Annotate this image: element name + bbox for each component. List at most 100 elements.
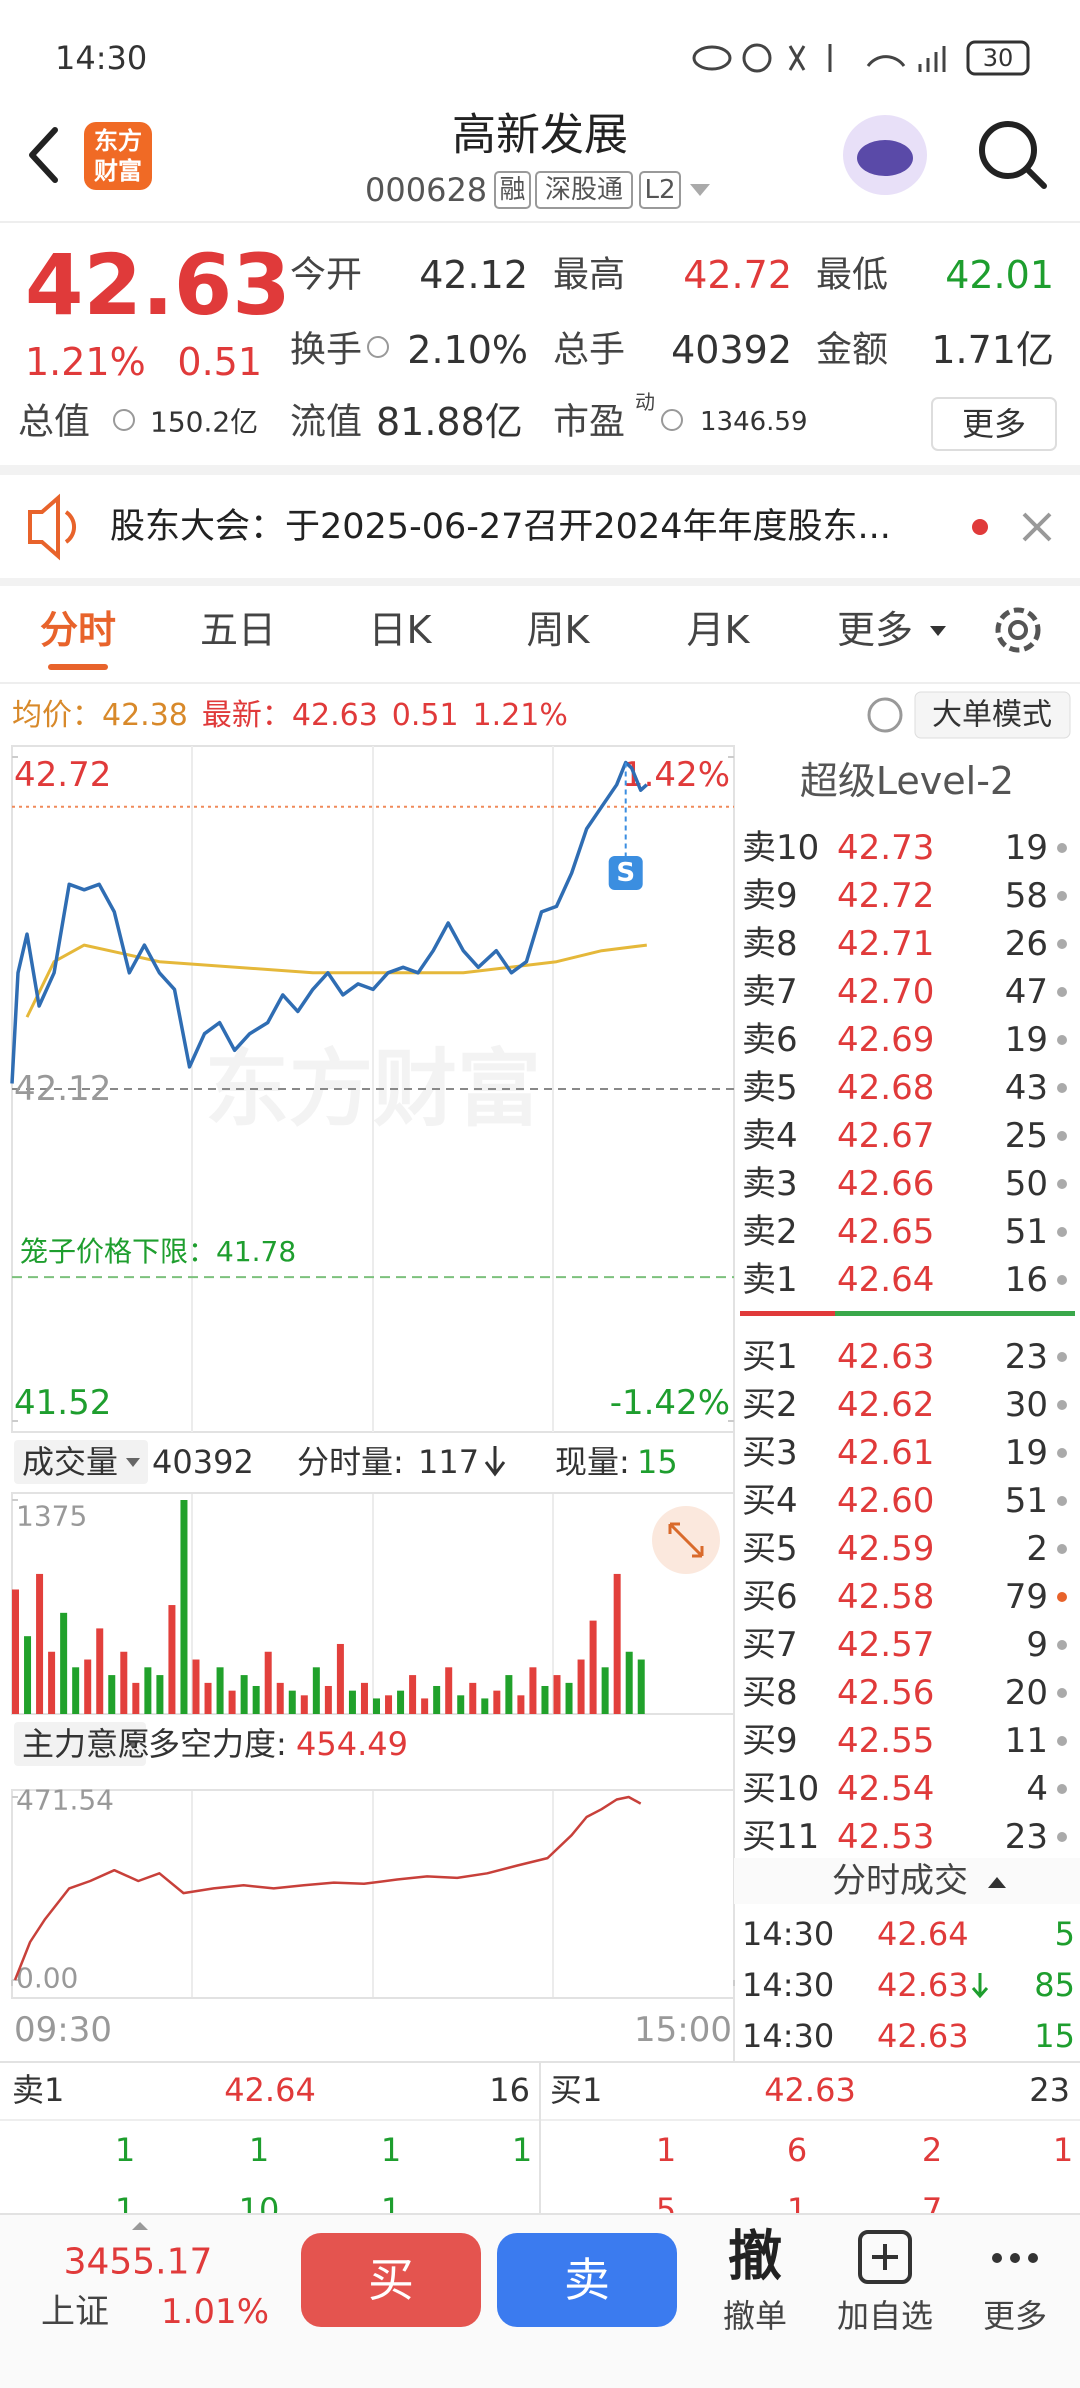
book-label: 买5 (742, 1529, 798, 1569)
cancel-icon: 撤 (728, 2225, 782, 2288)
volume-selector[interactable] (14, 1440, 148, 1484)
book-volume: 25 (1005, 1116, 1048, 1156)
book-dot (1057, 939, 1067, 949)
field-value: 40392 (671, 328, 792, 372)
volume-bar (324, 1685, 332, 1714)
tag: 融 (499, 175, 525, 205)
info-icon (661, 409, 683, 431)
more-icon[interactable] (992, 2253, 1038, 2263)
limit-value: 41.78 (216, 1235, 296, 1268)
watermark: 东方财富 (205, 1040, 541, 1138)
close-button[interactable] (1022, 512, 1052, 542)
expand-icon (668, 1522, 704, 1558)
dropdown-icon[interactable] (690, 184, 710, 196)
field-label: 市盈 (553, 402, 625, 443)
volume-bar (445, 1667, 453, 1714)
book-price: 42.73 (837, 828, 934, 868)
trades-title: 分时成交 (832, 1861, 968, 1901)
flow-selector[interactable] (14, 1722, 146, 1766)
book-price: 42.68 (837, 1068, 934, 1108)
dropdown-icon (930, 626, 946, 636)
book-dot (1057, 1592, 1067, 1602)
y2-tick-label: 1.42% (622, 755, 730, 795)
book-label: 卖1 (742, 1260, 798, 1300)
info-avg_label: 均价： (12, 698, 102, 733)
watch-icon[interactable] (858, 2230, 912, 2284)
book-label: 卖2 (742, 1212, 798, 1252)
book-price: 42.63 (837, 1337, 934, 1377)
field-label: 今开 (290, 255, 362, 296)
book-price: 42.55 (837, 1721, 934, 1761)
book-label: 买8 (742, 1673, 798, 1713)
divider (0, 465, 1080, 475)
book-price: 42.53 (837, 1817, 934, 1857)
book-volume: 30 (1005, 1385, 1048, 1425)
settings-button[interactable] (995, 607, 1041, 653)
search-handle (1024, 166, 1047, 189)
trade-volume: 5 (1055, 1915, 1075, 1953)
field-label: 最低 (816, 255, 888, 296)
volume-bar (360, 1682, 368, 1714)
more-button[interactable] (931, 397, 1057, 451)
field-label: 流值 (290, 402, 362, 443)
book-price: 42.66 (837, 1164, 934, 1204)
order-size: 6 (787, 2131, 807, 2169)
book-dot (1057, 1352, 1067, 1362)
help-icon[interactable] (867, 697, 903, 733)
change-percent: 1.21% (25, 340, 146, 384)
volume-bar (36, 1573, 44, 1714)
book-price: 42.59 (837, 1529, 934, 1569)
tab-underline (48, 664, 108, 670)
time-grid (191, 746, 554, 1998)
book-label: 买6 (742, 1577, 798, 1617)
book-volume: 43 (1005, 1068, 1048, 1108)
volume-bar (433, 1685, 441, 1714)
field-value: 150.2亿 (150, 406, 258, 439)
tab: 周K (527, 608, 591, 652)
dropdown-icon (126, 1458, 140, 1467)
depth-volume: 16 (489, 2071, 530, 2109)
field-sup: 动 (635, 390, 655, 414)
search-button[interactable] (979, 121, 1037, 179)
info-change_pct: 1.21% (473, 698, 568, 733)
book-price: 42.54 (837, 1769, 934, 1809)
volume-bar (613, 1573, 621, 1714)
back-button[interactable] (29, 127, 58, 183)
y2-tick-label: -1.42% (610, 1383, 730, 1423)
strength-value: 454.49 (296, 1725, 408, 1763)
field-label: 最高 (553, 255, 625, 296)
volume-bar (421, 1698, 429, 1714)
field-value: 42.12 (419, 253, 528, 297)
trade-volume: 85 (1034, 1966, 1075, 2004)
bid-bar (835, 1311, 1075, 1316)
x-tick-label: 15:00 (634, 2010, 732, 2050)
field-value: 1.71亿 (931, 328, 1054, 372)
book-volume: 16 (1005, 1260, 1048, 1300)
sell-button[interactable] (497, 2233, 677, 2327)
collapse-icon[interactable] (988, 1877, 1006, 1888)
tab: 五日 (200, 608, 276, 652)
volume-bar (577, 1659, 585, 1714)
book-price: 42.56 (837, 1673, 934, 1713)
book-dot (1057, 891, 1067, 901)
buy-button[interactable] (301, 2233, 481, 2327)
mode-button[interactable] (914, 691, 1071, 739)
volume-bar (625, 1651, 633, 1714)
order-size: 1 (249, 2131, 269, 2169)
settings-core (1008, 620, 1028, 640)
book-dot (1057, 1496, 1067, 1506)
trade-price: 42.64 (877, 1915, 969, 1953)
book-volume: 51 (1005, 1481, 1048, 1521)
book-volume: 47 (1005, 972, 1048, 1012)
buy-label: 买 (368, 2253, 414, 2307)
current-volume: 15 (637, 1443, 678, 1481)
book-price: 42.69 (837, 1020, 934, 1060)
trade-price: 42.63 (877, 2017, 969, 2055)
volume-bar (541, 1685, 549, 1714)
tab: 更多 (837, 608, 913, 652)
book-label: 买7 (742, 1625, 798, 1665)
book-label: 买1 (742, 1337, 798, 1377)
